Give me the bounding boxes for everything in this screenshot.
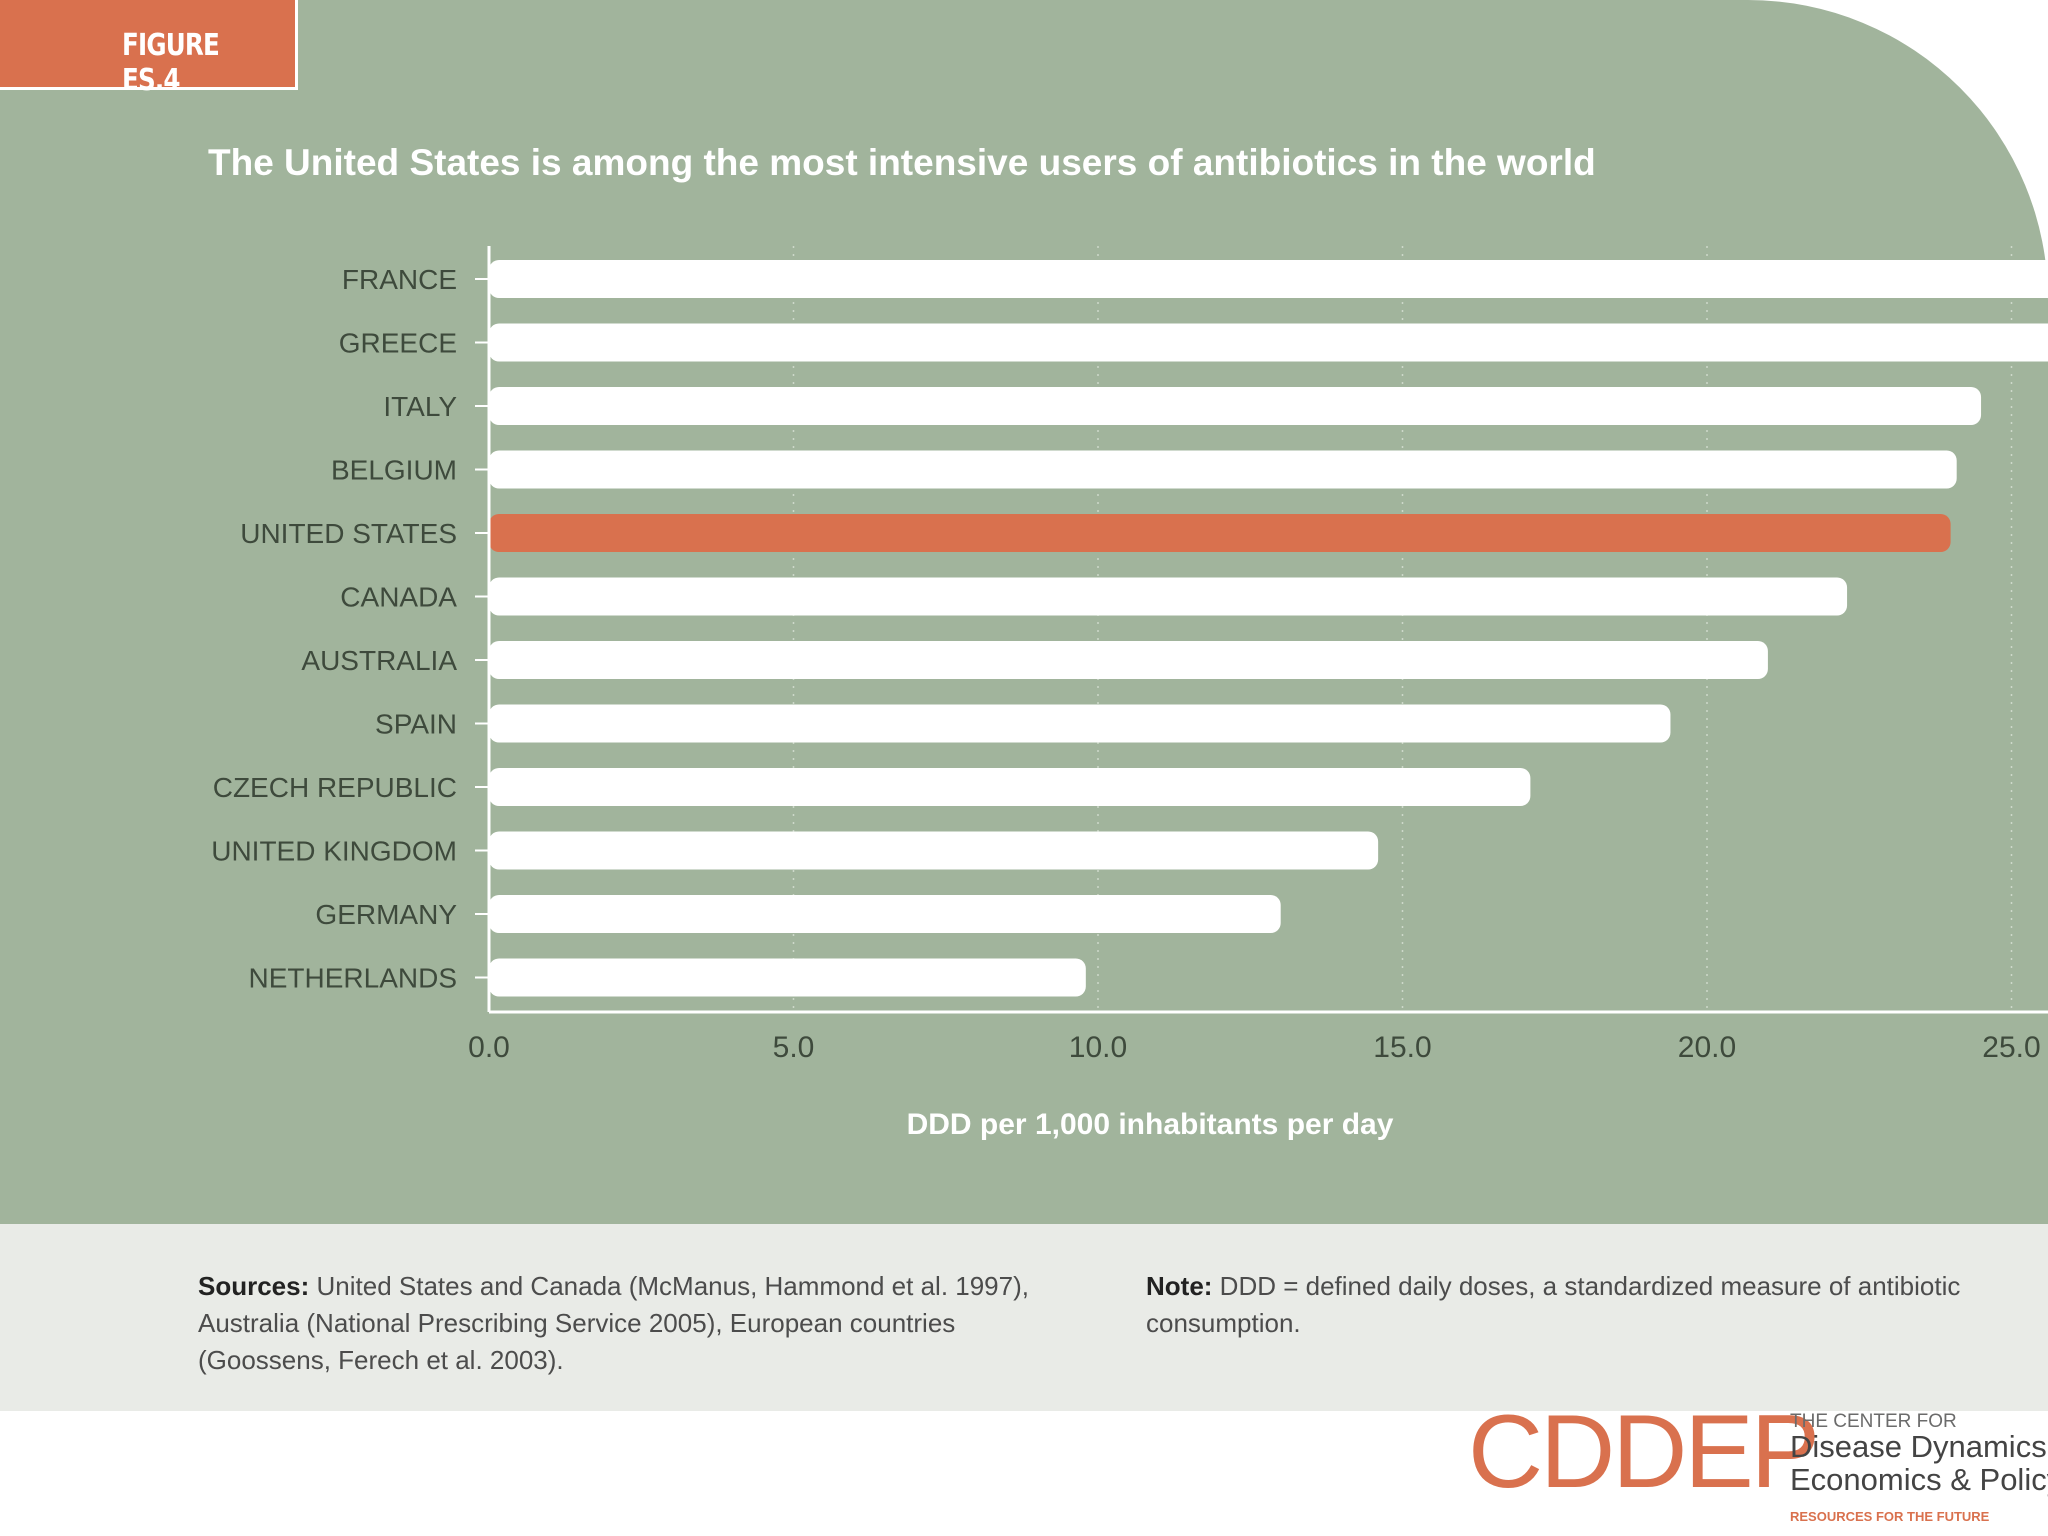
logo-line-1: THE CENTER FOR <box>1790 1411 1957 1432</box>
category-label: GERMANY <box>315 899 457 930</box>
note-label: Note: <box>1146 1271 1213 1301</box>
category-label: UNITED STATES <box>240 518 457 549</box>
bar <box>489 323 2048 362</box>
bar <box>489 831 1379 870</box>
x-axis-label: DDD per 1,000 inhabitants per day <box>907 1108 1394 1141</box>
category-label: UNITED KINGDOM <box>211 836 457 867</box>
x-tick-label: 0.0 <box>468 1031 510 1064</box>
bar <box>489 768 1531 806</box>
bar <box>489 514 1951 552</box>
category-label: GREECE <box>339 328 457 359</box>
bar <box>489 641 1768 679</box>
bar <box>489 958 1086 997</box>
bar <box>489 704 1671 743</box>
category-label: CANADA <box>340 582 457 613</box>
bar <box>489 577 1848 616</box>
x-tick-label: 20.0 <box>1678 1031 1736 1064</box>
logo-line-2: Disease Dynamics, <box>1790 1429 2048 1464</box>
category-label: ITALY <box>383 391 457 422</box>
category-label: BELGIUM <box>331 455 457 486</box>
ddd-note: Note: DDD = defined daily doses, a stand… <box>1146 1268 1996 1342</box>
figure-tag: FIGURE ES.4 <box>0 0 298 98</box>
category-label: AUSTRALIA <box>301 645 457 676</box>
x-tick-label: 5.0 <box>773 1031 815 1064</box>
bar <box>489 450 1957 489</box>
bar <box>489 260 2048 298</box>
x-tick-label: 15.0 <box>1373 1031 1431 1064</box>
sources-text: United States and Canada (McManus, Hammo… <box>198 1271 1029 1375</box>
note-text: DDD = defined daily doses, a standardize… <box>1146 1271 1961 1338</box>
sources-note: Sources: United States and Canada (McMan… <box>198 1268 1048 1379</box>
sources-label: Sources: <box>198 1271 310 1301</box>
category-label: FRANCE <box>342 264 457 295</box>
x-tick-label: 25.0 <box>1982 1031 2040 1064</box>
x-tick-label: 10.0 <box>1069 1031 1127 1064</box>
bar-chart: FRANCE GREECE ITALY BELGIUM UNITED STATES CAN… <box>211 246 2048 1141</box>
bar <box>489 895 1281 933</box>
category-label: NETHERLANDS <box>249 963 457 994</box>
figure-tag-label: FIGURE ES.4 <box>122 28 220 98</box>
logo-tagline: RESOURCES FOR THE FUTURE <box>1790 1509 1990 1524</box>
logo-org-name: Disease Dynamics, Economics & Policy <box>1790 1430 2048 1496</box>
chart-title: The United States is among the most inte… <box>208 142 1596 183</box>
notes-section: Sources: United States and Canada (McMan… <box>0 1224 2048 1411</box>
bar <box>489 387 1982 425</box>
cddep-logo: CDDEP <box>1468 1394 1820 1510</box>
logo-line-3: Economics & Policy <box>1790 1462 2048 1497</box>
category-label: CZECH REPUBLIC <box>213 772 457 803</box>
category-label: SPAIN <box>375 709 457 740</box>
